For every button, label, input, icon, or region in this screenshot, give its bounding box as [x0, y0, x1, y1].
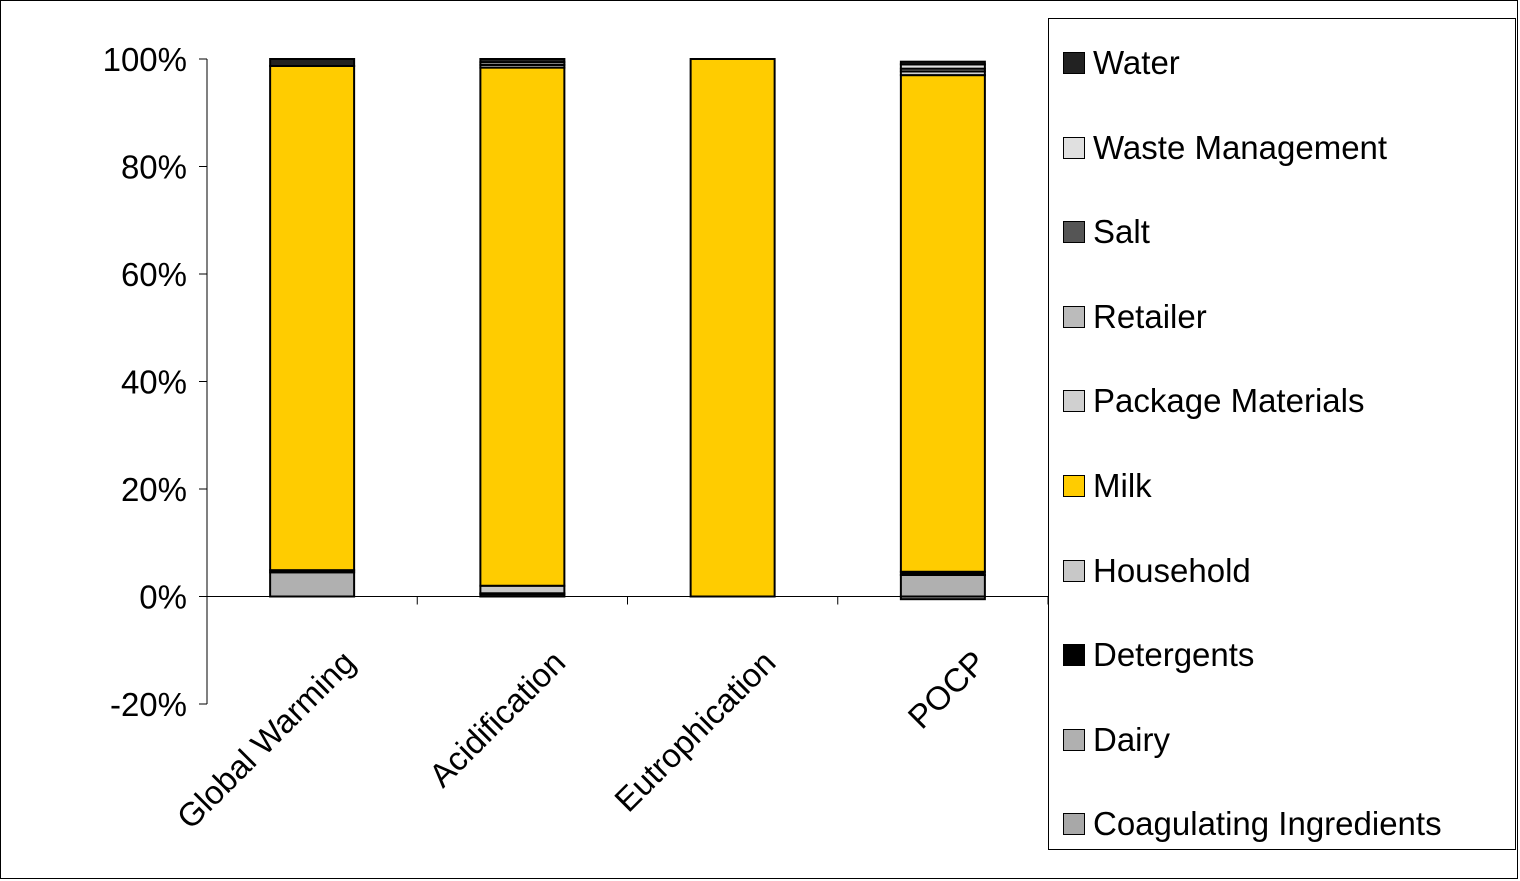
legend-swatch	[1063, 390, 1085, 413]
x-category-label: Acidification	[422, 643, 573, 794]
legend-label: Household	[1093, 551, 1251, 589]
legend-label: Waste Management	[1093, 128, 1388, 166]
bar-segment	[269, 571, 356, 598]
bar-segment	[479, 66, 566, 587]
legend-item: Water	[1063, 43, 1180, 83]
bar-segment	[899, 60, 986, 66]
y-tick-label: 0%	[139, 579, 187, 616]
legend-item: Waste Management	[1063, 128, 1387, 168]
legend-item: Salt	[1063, 212, 1150, 252]
y-tick-label: 40%	[121, 364, 187, 401]
y-tick-label: 60%	[121, 256, 187, 293]
legend-item: Dairy	[1063, 720, 1170, 760]
legend-swatch	[1063, 813, 1085, 836]
legend-label: Coagulating Ingredients	[1093, 805, 1442, 843]
legend-swatch	[1063, 305, 1085, 328]
y-tick-label: 20%	[121, 471, 187, 508]
legend-label: Milk	[1093, 467, 1152, 504]
legend-item: Retailer	[1063, 297, 1207, 337]
legend-swatch	[1063, 136, 1085, 159]
legend-label: Water	[1093, 44, 1180, 81]
bar-segment	[899, 74, 986, 573]
bar-segment	[269, 58, 356, 67]
legend-swatch	[1063, 221, 1085, 244]
x-category-label: POCP	[901, 643, 993, 735]
legend-item: Household	[1063, 551, 1251, 591]
legend-label: Dairy	[1093, 720, 1171, 758]
legend-item: Detergents	[1063, 635, 1254, 675]
legend-swatch	[1063, 728, 1085, 751]
legend-swatch	[1063, 52, 1085, 74]
chart-legend: Water Waste Management Salt Retailer Package…	[1048, 18, 1516, 850]
bar-segment	[269, 64, 356, 572]
y-tick-label: -20%	[110, 686, 187, 723]
legend-label: Package Materials	[1093, 382, 1365, 420]
bar-segment	[479, 584, 566, 595]
legend-item: Coagulating Ingredients	[1063, 804, 1442, 844]
y-tick-label: 100%	[103, 41, 187, 78]
legend-label: Salt	[1093, 213, 1150, 251]
legend-swatch	[1063, 559, 1085, 582]
bar-segment	[689, 58, 776, 598]
legend-label: Retailer	[1093, 297, 1207, 335]
bar-segment	[899, 574, 986, 598]
bar-segment	[479, 58, 566, 64]
x-category-label: Global Warming	[169, 643, 362, 836]
legend-item: Milk	[1063, 466, 1152, 506]
x-category-label: Eutrophication	[607, 643, 782, 818]
y-tick-label: 80%	[121, 149, 187, 186]
legend-label: Detergents	[1093, 636, 1255, 674]
legend-item: Package Materials	[1063, 381, 1364, 421]
legend-swatch	[1063, 644, 1085, 667]
legend-swatch	[1063, 475, 1085, 497]
